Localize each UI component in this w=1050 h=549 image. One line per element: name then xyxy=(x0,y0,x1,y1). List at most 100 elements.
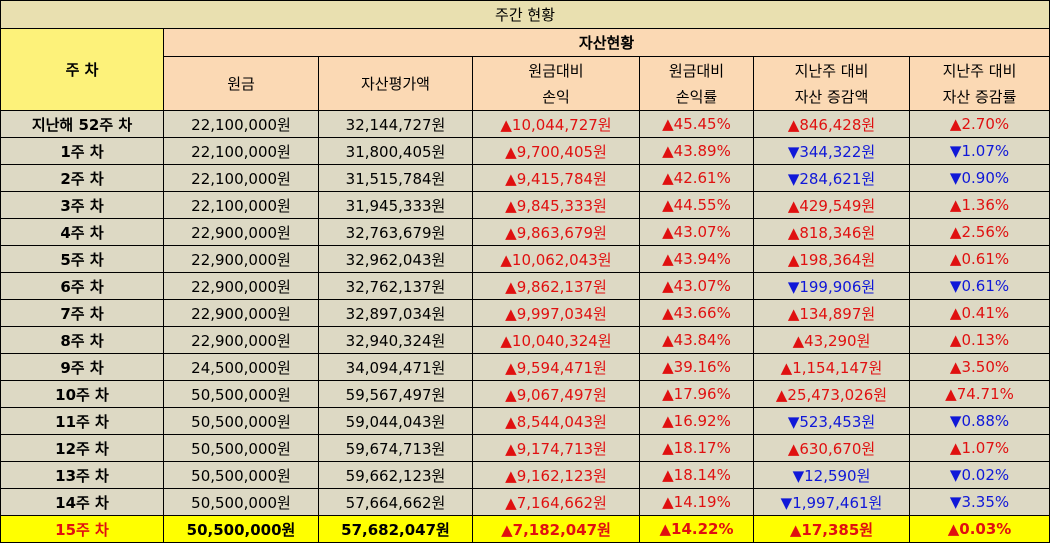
principal-cell: 22,100,000원 xyxy=(163,137,319,165)
weekly-change-rate-cell: ▲3.50% xyxy=(908,353,1050,381)
pnl-rate-cell: ▲43.84% xyxy=(639,326,754,354)
asset-valuation-header: 자산평가액 xyxy=(318,56,473,111)
pnl-rate-cell: ▲14.22% xyxy=(639,515,754,543)
weekly-change-amount-cell: ▼199,906원 xyxy=(753,272,910,300)
table-row: 1주 차 22,100,000원 31,800,405원 ▲9,700,405원 ▲43… xyxy=(0,137,1050,165)
principal-cell: 50,500,000원 xyxy=(163,380,319,408)
pnl-rate-cell: ▲43.89% xyxy=(639,137,754,165)
pnl-cell: ▲9,997,034원 xyxy=(472,299,640,327)
weekly-change-amount-cell: ▲846,428원 xyxy=(753,110,910,138)
pnl-cell: ▲9,415,784원 xyxy=(472,164,640,192)
pnl-cell: ▲9,700,405원 xyxy=(472,137,640,165)
table-row: 9주 차 24,500,000원 34,094,471원 ▲9,594,471원 ▲39… xyxy=(0,353,1050,381)
weekly-change-amount-header: 지난주 대비 자산 증감액 xyxy=(753,56,910,111)
weekly-change-amount-cell: ▲25,473,026원 xyxy=(753,380,910,408)
table-title: 주간 현황 xyxy=(0,0,1050,29)
pnl-cell: ▲9,594,471원 xyxy=(472,353,640,381)
pnl-rate-cell: ▲39.16% xyxy=(639,353,754,381)
table-row: 12주 차 50,500,000원 59,674,713원 ▲9,174,713원 ▲1… xyxy=(0,434,1050,462)
weekly-change-amount-cell: ▲134,897원 xyxy=(753,299,910,327)
weekly-change-amount-cell: ▲1,154,147원 xyxy=(753,353,910,381)
weekly-change-amount-cell: ▼523,453원 xyxy=(753,407,910,435)
pnl-cell: ▲10,040,324원 xyxy=(472,326,640,354)
principal-cell: 50,500,000원 xyxy=(163,434,319,462)
weekly-change-amount-cell: ▲429,549원 xyxy=(753,191,910,219)
week-cell: 8주 차 xyxy=(0,326,164,354)
weekly-change-amount-cell: ▼12,590원 xyxy=(753,461,910,489)
pnl-rate-cell: ▲43.07% xyxy=(639,272,754,300)
week-cell: 9주 차 xyxy=(0,353,164,381)
table-row: 7주 차 22,900,000원 32,897,034원 ▲9,997,034원 ▲43… xyxy=(0,299,1050,327)
principal-cell: 22,100,000원 xyxy=(163,110,319,138)
principal-cell: 22,900,000원 xyxy=(163,245,319,273)
pnl-rate-cell: ▲45.45% xyxy=(639,110,754,138)
pnl-rate-cell: ▲43.94% xyxy=(639,245,754,273)
week-cell: 11주 차 xyxy=(0,407,164,435)
week-cell: 10주 차 xyxy=(0,380,164,408)
principal-cell: 22,100,000원 xyxy=(163,164,319,192)
weekly-change-amount-cell: ▼284,621원 xyxy=(753,164,910,192)
principal-cell: 50,500,000원 xyxy=(163,461,319,489)
week-cell: 14주 차 xyxy=(0,488,164,516)
pnl-cell: ▲9,162,123원 xyxy=(472,461,640,489)
week-cell: 5주 차 xyxy=(0,245,164,273)
week-cell: 7주 차 xyxy=(0,299,164,327)
pnl-rate-cell: ▲18.14% xyxy=(639,461,754,489)
principal-cell: 22,900,000원 xyxy=(163,299,319,327)
asset-valuation-cell: 31,800,405원 xyxy=(318,137,473,165)
asset-valuation-cell: 32,763,679원 xyxy=(318,218,473,246)
weekly-change-rate-cell: ▲74.71% xyxy=(908,380,1050,408)
weekly-change-rate-cell: ▼0.02% xyxy=(908,461,1050,489)
principal-cell: 50,500,000원 xyxy=(163,407,319,435)
asset-valuation-cell: 32,897,034원 xyxy=(318,299,473,327)
table-row: 10주 차 50,500,000원 59,567,497원 ▲9,067,497원 ▲1… xyxy=(0,380,1050,408)
weekly-change-rate-cell: ▲1.07% xyxy=(908,434,1050,462)
asset-valuation-cell: 59,674,713원 xyxy=(318,434,473,462)
weekly-change-rate-cell: ▲0.03% xyxy=(908,515,1050,543)
pnl-rate-cell: ▲18.17% xyxy=(639,434,754,462)
table-row: 5주 차 22,900,000원 32,962,043원 ▲10,062,043원 ▲4… xyxy=(0,245,1050,273)
table-row: 13주 차 50,500,000원 59,662,123원 ▲9,162,123원 ▲1… xyxy=(0,461,1050,489)
weekly-change-rate-cell: ▲1.36% xyxy=(908,191,1050,219)
pnl-cell: ▲10,062,043원 xyxy=(472,245,640,273)
pnl-cell: ▲9,845,333원 xyxy=(472,191,640,219)
weekly-change-amount-cell: ▼1,997,461원 xyxy=(753,488,910,516)
week-cell: 6주 차 xyxy=(0,272,164,300)
asset-valuation-cell: 31,515,784원 xyxy=(318,164,473,192)
weekly-change-rate-header: 지난주 대비 자산 증감률 xyxy=(908,56,1050,111)
weekly-change-amount-cell: ▼344,322원 xyxy=(753,137,910,165)
weekly-change-rate-cell: ▼1.07% xyxy=(908,137,1050,165)
table-row-current: 15주 차 50,500,000원 57,682,047원 ▲7,182,047원 ▲1… xyxy=(0,515,1050,543)
principal-header: 원금 xyxy=(163,56,319,111)
weekly-change-amount-cell: ▲43,290원 xyxy=(753,326,910,354)
week-cell: 4주 차 xyxy=(0,218,164,246)
asset-valuation-cell: 32,940,324원 xyxy=(318,326,473,354)
week-cell: 13주 차 xyxy=(0,461,164,489)
asset-valuation-cell: 57,682,047원 xyxy=(318,515,473,543)
table-body: 지난해 52주 차 22,100,000원 32,144,727원 ▲10,044,7… xyxy=(0,110,1050,543)
asset-valuation-cell: 59,662,123원 xyxy=(318,461,473,489)
principal-cell: 22,900,000원 xyxy=(163,218,319,246)
weekly-change-rate-cell: ▲2.70% xyxy=(908,110,1050,138)
week-cell: 12주 차 xyxy=(0,434,164,462)
pnl-cell: ▲9,862,137원 xyxy=(472,272,640,300)
week-cell: 지난해 52주 차 xyxy=(0,110,164,138)
asset-valuation-cell: 32,144,727원 xyxy=(318,110,473,138)
table-row: 11주 차 50,500,000원 59,044,043원 ▲8,544,043원 ▲1… xyxy=(0,407,1050,435)
principal-cell: 22,900,000원 xyxy=(163,272,319,300)
weekly-change-rate-cell: ▼0.88% xyxy=(908,407,1050,435)
week-column-header: 주 차 xyxy=(0,28,164,111)
pnl-rate-cell: ▲44.55% xyxy=(639,191,754,219)
pnl-cell: ▲7,164,662원 xyxy=(472,488,640,516)
table-row: 14주 차 50,500,000원 57,664,662원 ▲7,164,662원 ▲1… xyxy=(0,488,1050,516)
asset-valuation-cell: 59,044,043원 xyxy=(318,407,473,435)
pnl-cell: ▲8,544,043원 xyxy=(472,407,640,435)
asset-valuation-cell: 34,094,471원 xyxy=(318,353,473,381)
pnl-header: 원금대비 손익 xyxy=(472,56,640,111)
pnl-rate-cell: ▲16.92% xyxy=(639,407,754,435)
principal-cell: 50,500,000원 xyxy=(163,515,319,543)
weekly-change-rate-cell: ▲0.61% xyxy=(908,245,1050,273)
pnl-rate-cell: ▲17.96% xyxy=(639,380,754,408)
weekly-change-rate-cell: ▲0.13% xyxy=(908,326,1050,354)
principal-cell: 22,900,000원 xyxy=(163,326,319,354)
